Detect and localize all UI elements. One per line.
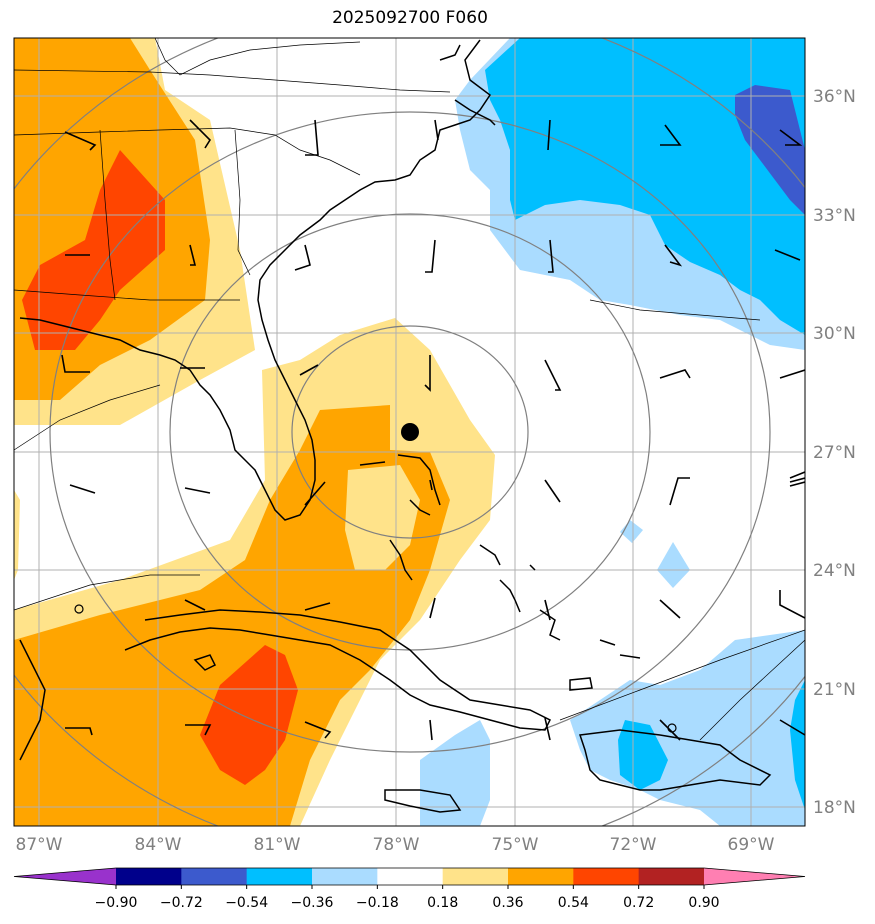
lon-label: 69°W: [728, 835, 775, 855]
colorbar-tick-label: 0.54: [558, 895, 589, 911]
lat-label: 36°N: [813, 87, 856, 107]
lat-label: 27°N: [813, 443, 856, 463]
lon-label: 78°W: [373, 835, 420, 855]
lon-label: 87°W: [16, 835, 63, 855]
colorbar-tick-label: −0.72: [160, 895, 203, 911]
lat-label: 24°N: [813, 561, 856, 581]
colorbar-tick-label: 0.72: [623, 895, 654, 911]
colorbar-tick-label: 0.36: [492, 895, 523, 911]
lat-label: 21°N: [813, 680, 856, 700]
colorbar-segment: [246, 868, 313, 885]
map-panel: [14, 38, 805, 826]
colorbar-segment: [508, 868, 574, 885]
colorbar-segment: [638, 868, 705, 885]
state-boundaries: [14, 38, 805, 741]
colorbar: −0.90 −0.72 −0.54 −0.36 −0.18 0.18 0.36 0.54 0.7…: [13, 867, 806, 911]
map-frame: [13, 37, 806, 827]
lon-label: 75°W: [492, 835, 539, 855]
colorbar-tick-label: 0.90: [688, 895, 719, 911]
longitude-labels: 87°W 84°W 81°W 78°W 75°W 72°W 69°W: [16, 835, 775, 855]
lon-label: 81°W: [254, 835, 301, 855]
colorbar-ticks: −0.90 −0.72 −0.54 −0.36 −0.18 0.18 0.36 0.54 0.7…: [95, 885, 720, 911]
station-marker: [667, 723, 677, 733]
lon-label: 72°W: [610, 835, 657, 855]
colorbar-segment: [116, 868, 182, 885]
colorbar-tick-label: −0.36: [291, 895, 334, 911]
colorbar-extend-min: [14, 868, 116, 885]
range-rings: [14, 38, 805, 826]
map-title: 2025092700 F060: [332, 8, 488, 28]
positive-anomaly-shading: [14, 38, 495, 826]
lat-label: 30°N: [813, 324, 856, 344]
colorbar-extend-max: [704, 868, 805, 885]
colorbar-segment: [573, 868, 640, 885]
colorbar-segments: [13, 867, 806, 886]
coastlines: [19, 39, 772, 813]
colorbar-segment: [377, 868, 444, 885]
colorbar-tick-label: −0.90: [95, 895, 138, 911]
colorbar-tick-label: 0.18: [427, 895, 458, 911]
lat-label: 18°N: [813, 798, 856, 818]
storm-center-marker: [401, 423, 419, 441]
colorbar-segment: [312, 868, 378, 885]
station-marker: [74, 604, 84, 614]
negative-anomaly-shading: [420, 38, 805, 826]
lat-label: 33°N: [813, 206, 856, 226]
wind-barbs: [61, 119, 805, 741]
latitude-labels: 36°N 33°N 30°N 27°N 24°N 21°N 18°N: [813, 87, 856, 818]
colorbar-tick-label: −0.54: [225, 895, 268, 911]
colorbar-segment: [181, 868, 248, 885]
colorbar-tick-label: −0.18: [356, 895, 399, 911]
colorbar-segment: [442, 868, 509, 885]
lon-label: 84°W: [135, 835, 182, 855]
